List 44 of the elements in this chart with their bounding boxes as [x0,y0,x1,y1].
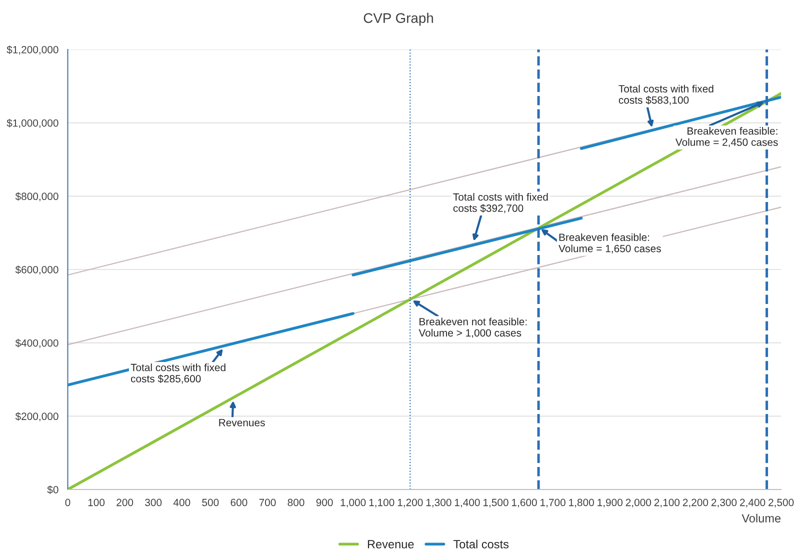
x-tick-label: 900 [316,498,333,506]
annotation: Breakeven feasible: Volume = 2,450 cases [675,127,778,148]
legend-label: Total costs [453,540,509,548]
x-tick-label: 100 [88,498,105,506]
x-tick-label: 2,000 [626,498,652,508]
annotation: Total costs with fixed costs $583,100 [618,84,714,105]
x-tick-label: 2,300 [711,498,737,508]
annotation: Breakeven feasible: Volume = 1,650 cases [558,233,661,254]
x-axis-title: Volume [742,514,781,522]
y-tick-label: $400,000 [15,338,58,348]
y-tick-label: $800,000 [15,192,58,202]
annotation: Breakeven not feasible: Volume > 1,000 cases [418,318,527,338]
x-tick-label: 1,000 [340,498,366,508]
x-tick-label: 600 [230,498,248,506]
x-tick-label: 2,500 [768,498,794,508]
y-tick-label: $1,000,000 [6,118,58,128]
legend-label: Revenue [368,540,414,548]
x-tick-label: 2,400 [740,498,766,508]
x-tick-label: 800 [288,498,304,506]
x-tick-label: 1,500 [483,498,508,508]
x-tick-label: 1,600 [512,498,537,508]
x-tick-label: 1,100 [369,498,394,508]
annotation: Total costs with fixed costs $392,700 [453,193,548,214]
x-tick-label: 2,100 [654,498,680,508]
x-tick-label: 200 [116,498,134,506]
x-tick-label: 700 [259,498,276,506]
x-tick-label: 1,800 [569,498,594,508]
x-tick-label: 1,400 [454,498,480,508]
x-tick-label: 1,300 [426,498,452,508]
annotation: Total costs with fixed costs $285,600 [130,364,226,384]
x-tick-label: 1,200 [398,498,423,508]
chart-title: CVP Graph [364,12,433,26]
x-tick-label: 1,900 [598,498,622,508]
y-tick-label: $200,000 [15,412,58,422]
x-tick-label: 1,700 [540,498,566,508]
x-tick-label: 400 [173,498,190,506]
x-tick-label: 500 [202,498,219,506]
annotation: Revenues [219,419,265,426]
y-tick-label: $1,200,000 [6,46,58,55]
x-tick-label: 2,200 [682,498,708,508]
x-tick-label: 0 [65,498,70,506]
y-tick-label: $0 [47,486,58,494]
x-tick-label: 300 [145,498,162,506]
y-tick-label: $600,000 [15,266,58,275]
